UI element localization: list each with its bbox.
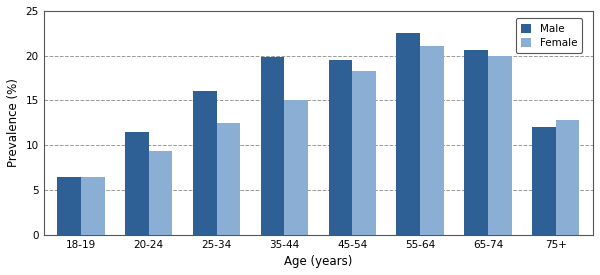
Bar [217,123,241,235]
Bar [284,100,308,235]
Bar [352,71,376,235]
Bar [464,50,488,235]
Bar [556,120,580,235]
Bar [420,46,444,235]
Bar [149,150,172,235]
Bar [329,60,352,235]
Bar [57,177,81,235]
Bar [81,177,104,235]
X-axis label: Age (years): Age (years) [284,255,353,268]
Legend: Male, Female: Male, Female [515,18,583,53]
Bar [397,33,420,235]
Bar [260,57,284,235]
Bar [193,92,217,235]
Y-axis label: Prevalence (%): Prevalence (%) [7,78,20,167]
Bar [125,132,149,235]
Bar [488,56,512,235]
Bar [532,127,556,235]
